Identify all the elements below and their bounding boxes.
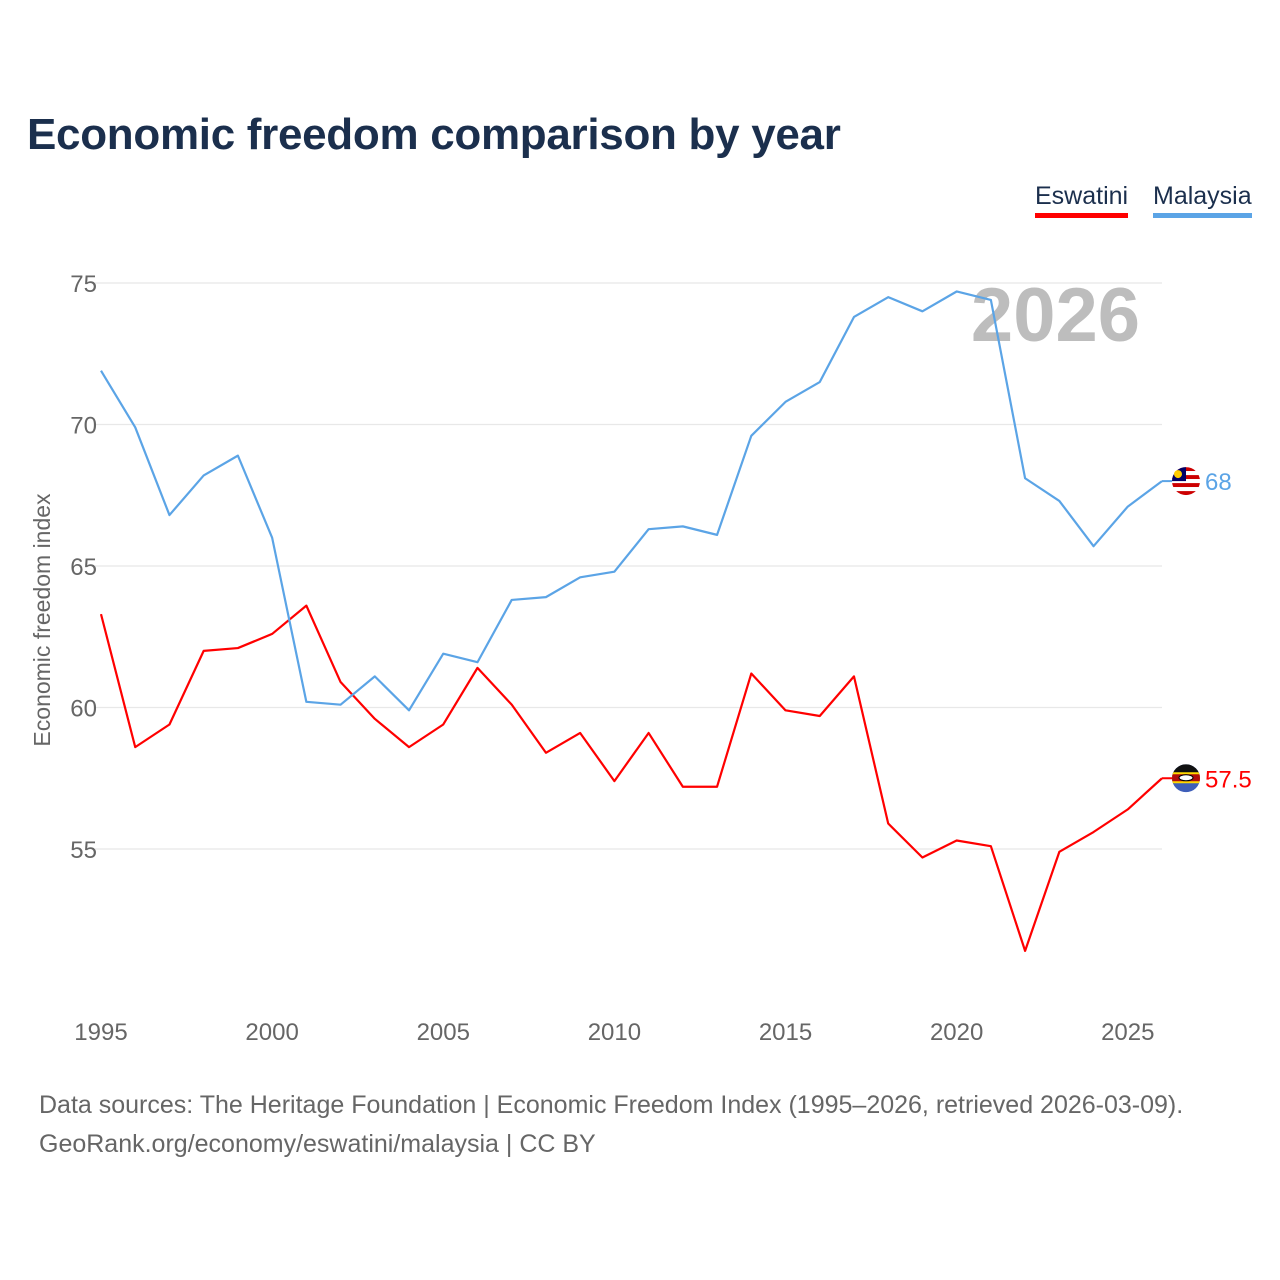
legend-eswatini[interactable]: Eswatini — [1035, 182, 1129, 218]
y-tick-label: 55 — [70, 837, 97, 864]
flag-band — [1172, 764, 1200, 775]
x-tick-label: 2010 — [588, 1019, 641, 1046]
x-tick-label: 2000 — [245, 1019, 298, 1046]
series-line-eswatini — [99, 604, 1163, 952]
x-tick-label: 1995 — [74, 1019, 127, 1046]
flag-stripe — [1172, 483, 1200, 488]
y-tick-label: 60 — [70, 696, 97, 723]
y-tick-label: 70 — [70, 413, 97, 440]
y-tick-label: 65 — [70, 554, 97, 581]
footer-link[interactable]: GeoRank.org/economy/eswatini/malaysia | … — [39, 1130, 596, 1158]
end-value-label: 57.5 — [1205, 766, 1252, 793]
x-tick-label: 2015 — [759, 1019, 812, 1046]
footer: Data sources: The Heritage Foundation | … — [39, 1086, 1183, 1164]
x-tick-label: 2005 — [417, 1019, 470, 1046]
year-watermark: 2026 — [971, 273, 1140, 358]
y-tick-label: 75 — [70, 271, 97, 298]
x-tick-label: 2020 — [930, 1019, 983, 1046]
footer-sources: Data sources: The Heritage Foundation | … — [39, 1091, 1184, 1119]
y-axis-label: Economic freedom index — [29, 493, 55, 747]
flag-stripe — [1172, 491, 1200, 496]
malaysia-flag-icon — [1174, 470, 1182, 479]
chart-title: Economic freedom comparison by year — [27, 110, 841, 159]
eswatini-flag-icon — [1178, 774, 1194, 782]
series-line-malaysia — [100, 290, 1163, 712]
flag-stripe — [1172, 487, 1200, 492]
legend-malaysia[interactable]: Malaysia — [1153, 182, 1252, 218]
end-value-label: 68 — [1205, 469, 1232, 496]
x-tick-label: 2025 — [1101, 1019, 1154, 1046]
